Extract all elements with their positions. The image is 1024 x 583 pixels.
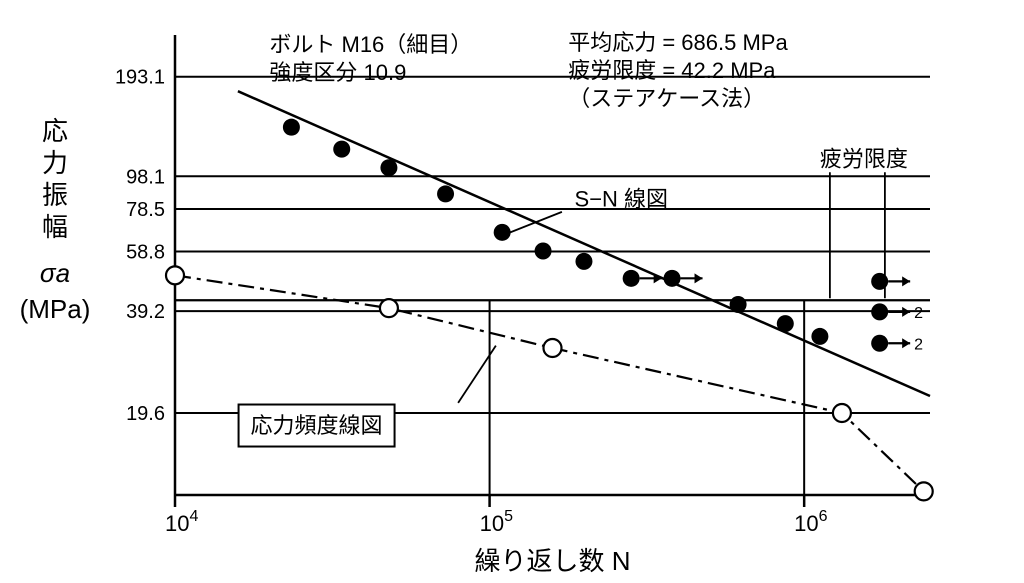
svg-text:σa: σa xyxy=(40,258,70,288)
y-axis-label: 力 xyxy=(42,148,68,178)
y-axis-label: 幅 xyxy=(42,212,68,242)
sn-curve-chart: 193.198.178.558.839.219.610410510622S−N … xyxy=(0,0,1024,583)
conditions-text: 平均応力 = 686.5 MPa xyxy=(568,30,788,55)
y-axis-label: 応 xyxy=(42,116,68,146)
y-axis-label: 振 xyxy=(42,180,68,210)
svg-text:2: 2 xyxy=(914,336,923,353)
bolt-spec-text: ボルト M16（細目） xyxy=(269,32,472,57)
conditions-text: 疲労限度 = 42.2 MPa xyxy=(568,58,776,83)
svg-text:(MPa): (MPa) xyxy=(20,294,91,324)
x-axis-label: 繰り返し数 N xyxy=(474,546,630,576)
conditions-text: （ステアケース法） xyxy=(568,86,765,111)
svg-text:39.2: 39.2 xyxy=(126,301,165,323)
svg-text:193.1: 193.1 xyxy=(115,67,165,89)
svg-text:2: 2 xyxy=(914,305,923,322)
bolt-spec-text: 強度区分 10.9 xyxy=(269,60,406,85)
svg-text:19.6: 19.6 xyxy=(126,403,165,425)
stress-freq-label: 応力頻度線図 xyxy=(251,413,383,438)
svg-text:98.1: 98.1 xyxy=(126,166,165,188)
svg-text:78.5: 78.5 xyxy=(126,199,165,221)
fatigue-limit-label: 疲労限度 xyxy=(820,146,908,171)
svg-text:58.8: 58.8 xyxy=(126,242,165,264)
sn-line-label: S−N 線図 xyxy=(575,186,669,211)
